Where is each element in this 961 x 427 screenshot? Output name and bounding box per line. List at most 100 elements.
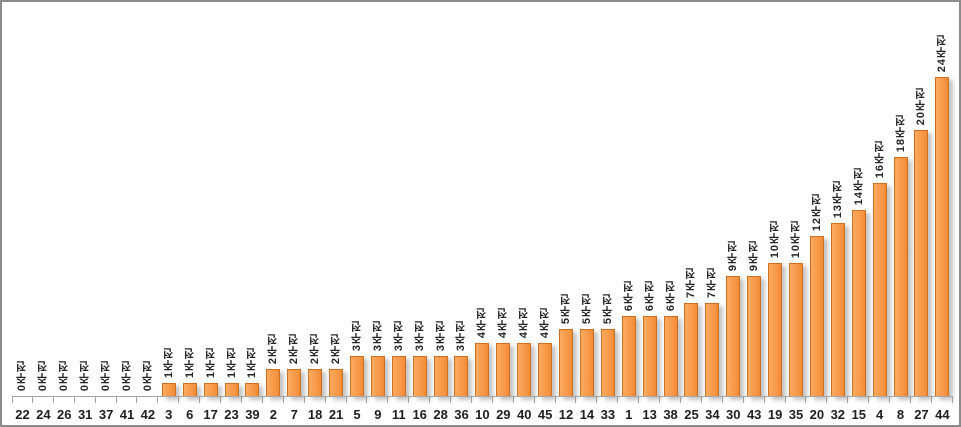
x-axis-tick	[345, 397, 347, 403]
bar-group: 24주전 44	[932, 2, 953, 422]
bars-row: 0주전 22 0주전 24 0주전 26 0주전 31 0주전 37 0주전 41 0주전 42 1주전 3 1…	[12, 2, 953, 422]
bar	[370, 356, 385, 397]
bar-group: 2주전 21	[326, 2, 347, 422]
x-tick-label: 41	[119, 407, 135, 422]
x-axis-tick	[408, 397, 410, 403]
bar-label: 6주전	[664, 279, 677, 311]
bar-group: 13주전 32	[827, 2, 849, 422]
bar-label: 1주전	[225, 346, 238, 378]
bar-label: 6주전	[643, 279, 656, 311]
x-tick-label: 19	[767, 407, 783, 422]
bar	[705, 303, 720, 397]
x-axis-tick	[52, 397, 54, 403]
bar	[329, 369, 344, 397]
bar-label: 6주전	[622, 279, 635, 311]
bar	[161, 383, 176, 397]
bar-group: 18주전 8	[890, 2, 911, 422]
x-axis-tick	[930, 397, 932, 403]
x-tick-label: 23	[224, 407, 239, 422]
bar-group: 16주전 4	[869, 2, 891, 422]
x-tick-label: 25	[684, 407, 699, 422]
x-tick-label: 28	[433, 407, 448, 422]
bar-label: 20주전	[915, 86, 928, 125]
bar-group: 0주전 42	[137, 2, 159, 422]
x-axis-tick	[763, 397, 765, 403]
bar-label: 5주전	[580, 292, 593, 324]
bar-label: 0주전	[141, 359, 154, 391]
bar-group: 1주전 17	[200, 2, 222, 422]
bar-label: 10주전	[769, 219, 782, 258]
bar-group: 3주전 36	[451, 2, 472, 422]
x-tick-label: 21	[328, 407, 344, 422]
bar	[391, 356, 406, 397]
x-tick-label: 43	[746, 407, 762, 422]
bar-group: 2주전 18	[305, 2, 326, 422]
bar-label: 12주전	[810, 192, 823, 231]
x-tick-label: 8	[896, 407, 905, 422]
bar-label: 0주전	[16, 359, 29, 391]
x-axis-tick	[596, 397, 598, 403]
bar-group: 3주전 28	[430, 2, 452, 422]
x-axis-tick	[178, 397, 180, 403]
x-tick-label: 38	[663, 407, 678, 422]
bar	[517, 343, 532, 397]
bar-group: 3주전 5	[347, 2, 368, 422]
bar-group: 2주전 7	[284, 2, 305, 422]
bar-label: 3주전	[371, 319, 384, 351]
bar-group: 12주전 20	[806, 2, 828, 422]
bar-group: 7주전 34	[702, 2, 723, 422]
bar-label: 1주전	[162, 346, 175, 378]
x-axis-tick	[303, 397, 305, 403]
bar	[914, 130, 929, 397]
x-axis-tick	[847, 397, 849, 403]
x-axis-tick	[784, 397, 786, 403]
bar	[809, 236, 824, 397]
bar-group: 0주전 31	[75, 2, 96, 422]
x-axis-tick	[324, 397, 326, 403]
x-tick-label: 5	[353, 407, 361, 422]
x-tick-label: 17	[203, 407, 218, 422]
x-axis-tick	[909, 397, 911, 403]
x-tick-label: 32	[830, 407, 846, 422]
bar	[475, 343, 490, 397]
x-axis-tick	[429, 397, 431, 403]
x-axis-tick	[575, 397, 577, 403]
x-tick-label: 37	[98, 407, 114, 422]
bar-label: 9주전	[748, 239, 761, 271]
bar-group: 5주전 33	[597, 2, 619, 422]
bar-label: 4주전	[518, 306, 531, 338]
x-tick-label: 40	[516, 407, 532, 422]
bar	[663, 316, 678, 397]
x-tick-label: 7	[290, 407, 298, 422]
bar-group: 0주전 24	[33, 2, 54, 422]
bar-label: 10주전	[789, 219, 802, 258]
bar-group: 14주전 15	[848, 2, 870, 422]
bar-group: 9주전 30	[723, 2, 744, 422]
bar-label: 2주전	[267, 332, 280, 364]
bar	[559, 329, 574, 397]
bar-label: 14주전	[852, 166, 865, 205]
bar-label: 16주전	[873, 139, 886, 178]
x-tick-label: 10	[475, 407, 490, 422]
x-axis-tick	[742, 397, 744, 403]
bar	[621, 316, 636, 397]
bar	[308, 369, 323, 397]
bar	[538, 343, 553, 397]
bar-label: 5주전	[601, 292, 614, 324]
x-tick-label: 22	[15, 407, 30, 422]
x-tick-label: 39	[245, 407, 260, 422]
x-tick-label: 45	[537, 407, 553, 422]
bar-group: 4주전 40	[514, 2, 535, 422]
bar-label: 24주전	[936, 33, 949, 72]
x-tick-label: 20	[809, 407, 825, 422]
bar-group: 7주전 25	[681, 2, 702, 422]
bar-label: 3주전	[350, 319, 363, 351]
bar	[642, 316, 657, 397]
bar-label: 1주전	[246, 346, 259, 378]
x-axis-tick	[512, 397, 514, 403]
x-axis-tick	[638, 397, 640, 403]
bar	[433, 356, 448, 397]
bar-group: 5주전 14	[576, 2, 598, 422]
x-axis-tick	[617, 397, 619, 403]
x-axis-tick	[73, 397, 75, 403]
